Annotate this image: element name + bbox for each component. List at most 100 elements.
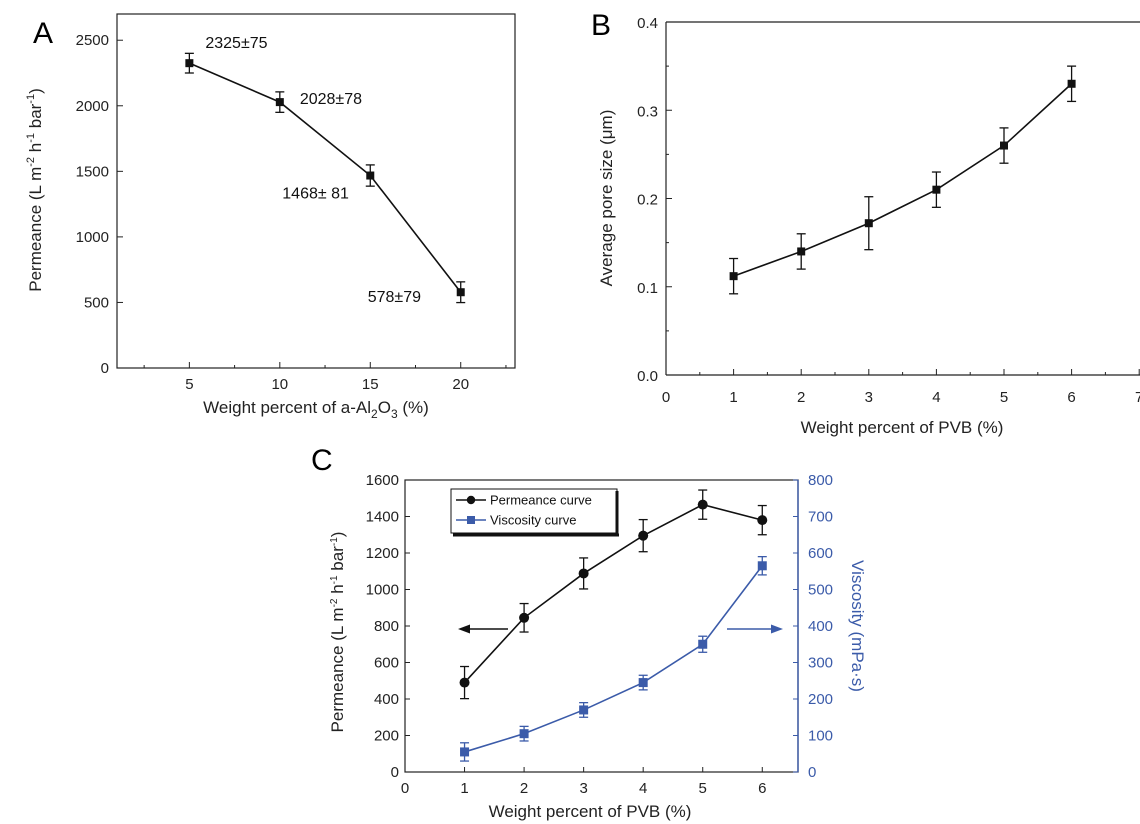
panel-c-right-y-axis-label: Viscosity (mPa·s) <box>848 560 867 692</box>
x-tick-label: 4 <box>639 780 647 797</box>
panel-c-left-y-ticks: 0 200 400 600 800 1000 1200 1400 1600 <box>366 472 410 781</box>
left-axis-arrow <box>458 624 508 634</box>
data-point <box>638 530 649 541</box>
y-tick-label: 0.4 <box>637 15 658 32</box>
panel-a-x-axis-label: Weight percent of a-Al2O3 (%) <box>203 398 429 421</box>
y-tick-label: 0 <box>391 764 399 781</box>
panel-a-y-axis-label: Permeance (L m-2 h-1 bar-1) <box>25 88 45 292</box>
panel-c-x-axis-label: Weight percent of PVB (%) <box>489 802 692 821</box>
data-point <box>698 639 708 649</box>
x-tick-label: 5 <box>699 780 707 797</box>
panel-a: A 0 500 1000 1500 2000 2500 5 10 15 20 2325±75 20… <box>25 13 516 421</box>
panel-b-series <box>729 65 1077 295</box>
series-line <box>733 83 1073 277</box>
y-tick-label: 800 <box>374 618 399 635</box>
data-point <box>185 59 194 68</box>
x-tick-label: 1 <box>460 780 468 797</box>
y-tick-label: 1000 <box>76 229 109 246</box>
data-point <box>1000 141 1008 150</box>
data-point <box>757 561 767 571</box>
data-point <box>579 705 589 715</box>
data-point <box>638 678 648 688</box>
y-tick-label: 600 <box>374 655 399 672</box>
y-right-tick-label: 300 <box>808 655 833 672</box>
series-line <box>463 503 763 684</box>
y-tick-label: 2500 <box>76 32 109 49</box>
y-tick-label: 1500 <box>76 163 109 180</box>
y-tick-label: 1400 <box>366 509 399 526</box>
x-tick-label: 0 <box>662 389 670 406</box>
panel-a-plot-frame <box>116 13 516 369</box>
panel-a-x-ticks: 5 10 15 20 <box>143 362 507 393</box>
y-right-tick-label: 200 <box>808 691 833 708</box>
panel-a-label: A <box>33 17 53 50</box>
panel-b-x-ticks: 0 1 2 3 4 5 6 7 <box>662 369 1140 406</box>
y-tick-label: 500 <box>84 294 109 311</box>
x-tick-label: 5 <box>185 376 193 393</box>
y-tick-label: 1000 <box>366 582 399 599</box>
panel-c-label: C <box>311 444 333 477</box>
legend-permeance-marker <box>466 495 476 505</box>
x-tick-label: 20 <box>452 376 469 393</box>
data-point <box>578 568 589 579</box>
data-point <box>797 247 806 256</box>
panel-b-y-ticks: 0.0 0.1 0.2 0.3 0.4 <box>637 15 672 385</box>
y-tick-label: 0.2 <box>637 192 658 209</box>
data-point <box>1067 79 1076 88</box>
x-tick-label: 7 <box>1135 389 1140 406</box>
y-tick-label: 400 <box>374 691 399 708</box>
x-tick-label: 5 <box>1000 389 1008 406</box>
y-right-tick-label: 500 <box>808 582 833 599</box>
data-point <box>757 515 768 526</box>
panel-a-series <box>184 52 466 304</box>
y-right-tick-label: 700 <box>808 509 833 526</box>
panel-c-x-ticks: 0 1 2 3 4 5 6 <box>401 767 766 797</box>
y-right-tick-label: 400 <box>808 618 833 635</box>
data-point <box>275 98 284 107</box>
data-point <box>460 747 470 757</box>
x-tick-label: 4 <box>932 389 940 406</box>
y-right-tick-label: 100 <box>808 728 833 745</box>
data-point <box>519 612 530 623</box>
panel-a-y-ticks: 0 500 1000 1500 2000 2500 <box>76 32 123 377</box>
x-tick-label: 3 <box>865 389 873 406</box>
data-point <box>366 171 375 180</box>
x-tick-label: 15 <box>362 376 379 393</box>
legend-viscosity-label: Viscosity curve <box>490 513 576 528</box>
data-point <box>864 219 873 228</box>
data-label: 2028±78 <box>300 91 362 108</box>
x-tick-label: 3 <box>579 780 587 797</box>
data-label: 2325±75 <box>205 35 267 52</box>
series-line <box>189 62 462 293</box>
x-tick-label: 0 <box>401 780 409 797</box>
panel-b-label: B <box>591 9 611 42</box>
y-tick-label: 0.1 <box>637 280 658 297</box>
y-right-tick-label: 600 <box>808 545 833 562</box>
panel-a-annotations: 2325±75 2028±78 1468± 81 578±79 <box>205 35 421 306</box>
y-right-tick-label: 0 <box>808 764 816 781</box>
y-tick-label: 1200 <box>366 545 399 562</box>
y-tick-label: 2000 <box>76 98 109 115</box>
data-point <box>697 499 708 510</box>
panel-c-series <box>459 489 768 762</box>
series-line <box>464 565 763 753</box>
y-tick-label: 0 <box>101 360 109 377</box>
x-tick-label: 1 <box>729 389 737 406</box>
legend-viscosity-marker <box>467 516 475 524</box>
data-label: 1468± 81 <box>282 186 349 203</box>
x-tick-label: 6 <box>758 780 766 797</box>
y-tick-label: 1600 <box>366 472 399 489</box>
x-tick-label: 10 <box>271 376 288 393</box>
y-tick-label: 0.0 <box>637 368 658 385</box>
data-point <box>932 185 941 194</box>
panel-c-left-y-axis-label: Permeance (L m-2 h-1 bar-1) <box>328 532 347 733</box>
data-point <box>456 288 465 297</box>
data-point <box>519 729 529 739</box>
data-label: 578±79 <box>368 289 421 306</box>
y-tick-label: 200 <box>374 728 399 745</box>
x-tick-label: 6 <box>1067 389 1075 406</box>
legend-permeance-label: Permeance curve <box>490 493 592 508</box>
data-point <box>459 677 470 688</box>
